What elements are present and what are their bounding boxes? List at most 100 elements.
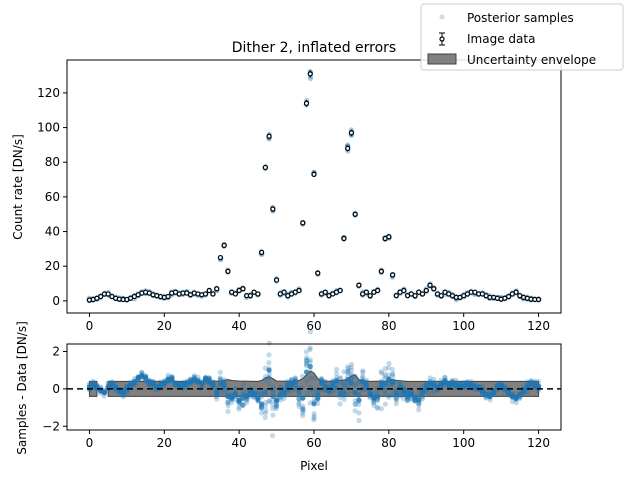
image-data-point — [225, 267, 231, 275]
residual-sample-point — [273, 396, 280, 412]
residual-plot-data-layer — [67, 329, 561, 439]
image-data-point — [438, 292, 445, 299]
image-data-point — [240, 285, 246, 292]
residual-sample-point — [101, 387, 108, 399]
main-plot-y-tick-label: 0 — [52, 294, 60, 308]
residual-plot-y-tick-label: 0 — [52, 382, 60, 396]
residual-sample-point — [314, 386, 321, 407]
residual-plot-y-tick: 2 — [52, 344, 67, 358]
residual-sample-point — [516, 390, 523, 402]
main-plot-y-tick: 0 — [52, 294, 67, 308]
residual-plot-x-tick-label: 20 — [157, 436, 172, 450]
residual-sample-point — [322, 378, 329, 394]
image-data-point — [281, 289, 287, 296]
main-plot-y-tick: 60 — [45, 190, 67, 204]
image-data-point — [359, 289, 366, 298]
image-data-point — [255, 291, 261, 298]
legend-entry-uncertainty-envelope: Uncertainty envelope — [427, 53, 596, 67]
image-data-point — [300, 219, 306, 227]
main-plot-y-tick-label: 100 — [37, 121, 60, 135]
main-plot-x-tick: 0 — [86, 313, 93, 333]
image-data-point — [314, 269, 321, 278]
image-data-point — [322, 289, 329, 296]
image-data-point — [184, 288, 190, 296]
residual-sample-point — [221, 377, 228, 396]
image-data-point — [97, 293, 104, 301]
residual-sample-point — [430, 376, 437, 395]
residual-plot-y-tick-label: −2 — [42, 419, 60, 433]
main-plot-x-tick-label: 120 — [527, 319, 550, 333]
residual-sample-point — [370, 390, 377, 408]
main-plot-y-tick-label: 60 — [45, 190, 60, 204]
residual-sample-point — [311, 375, 317, 423]
residual-sample-point — [344, 364, 351, 397]
residual-plot-x-tick: 40 — [232, 430, 247, 450]
residual-sample-point — [269, 384, 276, 439]
image-data-point — [221, 241, 228, 249]
residual-sample-point — [243, 390, 250, 406]
main-plot-x-tick-label: 20 — [157, 319, 172, 333]
legend-label-image-data: Image data — [467, 32, 535, 46]
image-data-point — [138, 288, 145, 297]
image-data-point — [131, 292, 138, 302]
image-data-point — [307, 68, 314, 82]
residual-sample-point — [258, 390, 265, 416]
residual-sample-point — [146, 377, 153, 389]
image-data-point — [378, 267, 385, 276]
image-data-point — [247, 292, 254, 299]
residual-plot-y-label: Samples - Data [DN/s] — [15, 321, 29, 455]
residual-sample-point — [213, 384, 220, 402]
image-data-point — [490, 294, 497, 302]
residual-sample-point — [385, 360, 392, 400]
residual-plot-x-tick-label: 100 — [452, 436, 475, 450]
residual-plot-x-tick: 80 — [381, 430, 396, 450]
residual-sample-point — [404, 389, 411, 404]
image-data-point — [348, 127, 355, 138]
main-plot-y-axis: 0 20 40 60 80 100 120 — [37, 86, 67, 308]
residual-plot-y-tick-label: 2 — [52, 344, 60, 358]
residual-plot-y-tick: 0 — [52, 382, 67, 396]
main-plot-x-tick: 20 — [157, 313, 172, 333]
residual-sample-point — [112, 381, 119, 394]
image-data-point — [408, 290, 414, 298]
residual-sample-point — [172, 379, 179, 388]
residual-sample-point — [202, 374, 209, 385]
image-data-point — [180, 289, 186, 298]
image-data-point — [270, 204, 276, 214]
residual-sample-point — [281, 385, 287, 402]
main-plot-y-tick-label: 20 — [45, 259, 60, 273]
image-data-point — [176, 290, 183, 298]
image-data-point — [210, 290, 216, 297]
residual-sample-point — [292, 375, 299, 392]
image-data-point — [105, 289, 111, 298]
main-plot-y-label: Count rate [DN/s] — [11, 134, 25, 240]
residual-plot-y-axis: −2 0 2 — [42, 344, 67, 433]
residual-sample-point — [299, 373, 306, 419]
residual-sample-point — [412, 392, 418, 404]
image-data-point — [389, 271, 396, 280]
image-data-point — [337, 287, 343, 294]
image-data-point — [412, 292, 418, 300]
residual-sample-point — [501, 383, 508, 397]
main-plot-x-tick-label: 60 — [306, 319, 321, 333]
residual-sample-point — [161, 378, 168, 390]
residual-sample-point — [416, 388, 422, 413]
image-data-point — [363, 289, 370, 297]
residual-sample-point — [427, 375, 433, 396]
image-data-point — [520, 293, 527, 302]
residual-sample-point — [374, 385, 381, 411]
image-data-point — [228, 288, 235, 297]
residual-sample-point — [535, 378, 542, 394]
residual-sample-point — [363, 377, 370, 392]
residual-sample-point — [531, 378, 538, 391]
main-plot-y-tick: 80 — [45, 155, 67, 169]
image-data-point — [262, 164, 269, 172]
main-plot-x-tick: 120 — [527, 313, 550, 333]
residual-plot-x-tick-label: 80 — [381, 436, 396, 450]
residual-plot-y-tick: −2 — [42, 419, 67, 433]
main-plot-y-tick-label: 40 — [45, 225, 60, 239]
residual-plot-x-tick: 120 — [527, 430, 550, 450]
residual-sample-point — [356, 378, 362, 424]
image-data-point — [427, 281, 433, 289]
